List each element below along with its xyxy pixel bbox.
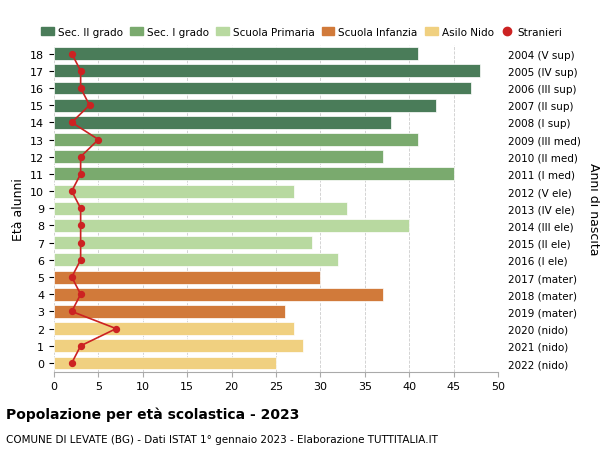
Point	[76, 205, 85, 213]
Point	[76, 240, 85, 247]
Point	[94, 137, 103, 144]
Bar	[54, 237, 311, 250]
Y-axis label: Età alunni: Età alunni	[11, 178, 25, 240]
Point	[67, 359, 77, 367]
Bar	[54, 168, 454, 181]
Point	[76, 85, 85, 92]
Text: COMUNE DI LEVATE (BG) - Dati ISTAT 1° gennaio 2023 - Elaborazione TUTTITALIA.IT: COMUNE DI LEVATE (BG) - Dati ISTAT 1° ge…	[6, 434, 438, 444]
Legend: Sec. II grado, Sec. I grado, Scuola Primaria, Scuola Infanzia, Asilo Nido, Stran: Sec. II grado, Sec. I grado, Scuola Prim…	[37, 23, 566, 42]
Bar	[54, 305, 285, 318]
Bar	[54, 357, 276, 369]
Bar	[54, 340, 302, 353]
Bar	[54, 82, 472, 95]
Point	[67, 119, 77, 127]
Point	[76, 68, 85, 75]
Bar	[54, 288, 383, 301]
Point	[76, 257, 85, 264]
Y-axis label: Anni di nascita: Anni di nascita	[587, 162, 600, 255]
Bar	[54, 185, 294, 198]
Bar	[54, 65, 480, 78]
Point	[76, 222, 85, 230]
Bar	[54, 134, 418, 147]
Bar	[54, 100, 436, 112]
Point	[67, 51, 77, 58]
Point	[67, 188, 77, 196]
Point	[76, 291, 85, 298]
Bar	[54, 151, 383, 164]
Point	[76, 171, 85, 178]
Point	[85, 102, 94, 110]
Point	[76, 342, 85, 350]
Point	[67, 308, 77, 315]
Bar	[54, 202, 347, 215]
Bar	[54, 48, 418, 61]
Text: Popolazione per età scolastica - 2023: Popolazione per età scolastica - 2023	[6, 406, 299, 421]
Bar	[54, 219, 409, 232]
Bar	[54, 271, 320, 284]
Point	[112, 325, 121, 333]
Point	[67, 274, 77, 281]
Point	[76, 154, 85, 161]
Bar	[54, 254, 338, 267]
Bar	[54, 323, 294, 336]
Bar	[54, 117, 391, 129]
